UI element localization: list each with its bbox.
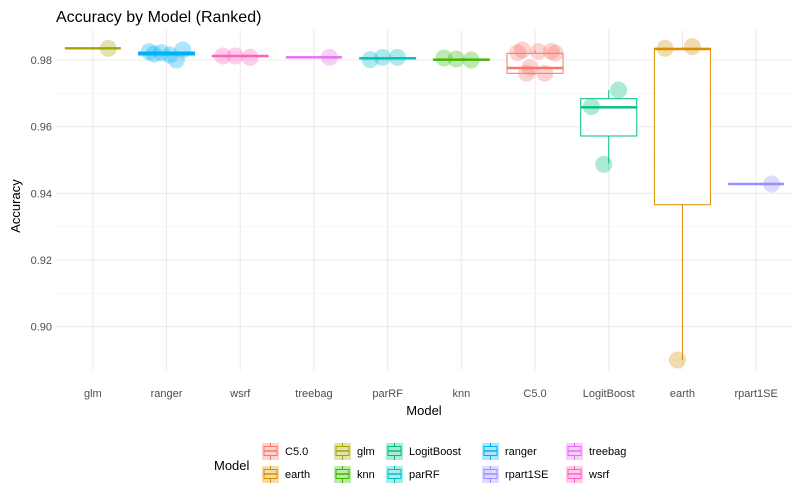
data-point-ranger xyxy=(140,43,158,61)
data-point-earth xyxy=(683,38,701,56)
data-point-wsrf xyxy=(226,47,244,65)
data-point-knn xyxy=(462,51,480,69)
legend-item-wsrf: wsrf xyxy=(566,466,610,483)
y-tick-label: 0.98 xyxy=(31,55,52,67)
jitter-points xyxy=(99,38,781,369)
data-point-C5.0 xyxy=(542,42,560,60)
chart-title: Accuracy by Model (Ranked) xyxy=(56,9,261,26)
legend-label: wsrf xyxy=(588,469,610,481)
x-tick-label: C5.0 xyxy=(523,388,546,400)
data-point-LogitBoost xyxy=(595,155,613,173)
data-point-C5.0 xyxy=(509,44,527,62)
x-tick-label: knn xyxy=(452,388,470,400)
data-point-parRF xyxy=(361,51,379,69)
data-point-wsrf xyxy=(214,47,232,65)
legend-label: knn xyxy=(357,469,375,481)
x-tick-label: rpart1SE xyxy=(734,388,777,400)
legend-item-knn: knn xyxy=(334,466,375,483)
x-tick-label: treebag xyxy=(295,388,332,400)
data-point-C5.0 xyxy=(546,44,564,62)
y-tick-label: 0.90 xyxy=(31,322,52,334)
legend-label: glm xyxy=(357,446,375,458)
legend-label: earth xyxy=(285,469,310,481)
y-tick-label: 0.96 xyxy=(31,122,52,134)
data-point-C5.0 xyxy=(536,64,554,82)
y-tick-label: 0.92 xyxy=(31,255,52,267)
x-axis-ticks: glm ranger wsrf treebag parRF knn C5.0 LogitBoo… xyxy=(84,388,778,400)
x-tick-label: earth xyxy=(670,388,695,400)
legend-label: rpart1SE xyxy=(505,469,548,481)
data-point-ranger xyxy=(145,45,163,63)
data-point-C5.0 xyxy=(521,58,539,76)
box-earth xyxy=(653,47,711,360)
data-point-knn xyxy=(447,50,465,68)
box-rect xyxy=(580,98,638,137)
legend-label: C5.0 xyxy=(285,446,308,458)
legend-item-C5.0: C5.0 xyxy=(262,443,308,460)
x-tick-label: wsrf xyxy=(229,388,251,400)
data-point-LogitBoost xyxy=(582,98,600,116)
box-knn xyxy=(432,58,490,61)
legend-label: parRF xyxy=(409,469,440,481)
x-tick-label: ranger xyxy=(151,388,183,400)
legend-item-treebag: treebag xyxy=(566,443,626,460)
data-point-knn xyxy=(435,49,453,67)
legend-item-parRF: parRF xyxy=(386,466,440,483)
data-point-ranger xyxy=(153,44,171,62)
legend: Model C5.0 earth glm knn LogitBoost parRF rang… xyxy=(214,443,626,483)
data-point-C5.0 xyxy=(513,41,531,59)
box-wsrf xyxy=(211,54,269,58)
x-tick-label: parRF xyxy=(372,388,403,400)
data-point-C5.0 xyxy=(518,64,536,82)
legend-item-glm: glm xyxy=(334,443,375,460)
data-point-glm xyxy=(99,39,117,57)
box-parRF xyxy=(359,57,417,60)
y-axis-ticks: 0.90 0.92 0.94 0.96 0.98 xyxy=(31,55,52,334)
legend-title: Model xyxy=(214,458,250,473)
box-C5.0 xyxy=(506,50,564,75)
legend-label: LogitBoost xyxy=(409,446,461,458)
y-tick-label: 0.94 xyxy=(31,188,52,200)
box-series xyxy=(64,47,785,360)
data-point-C5.0 xyxy=(529,43,547,61)
legend-label: treebag xyxy=(589,446,626,458)
legend-item-ranger: ranger xyxy=(482,443,537,460)
data-point-earth xyxy=(668,351,686,369)
legend-item-rpart1SE: rpart1SE xyxy=(482,466,548,483)
box-LogitBoost xyxy=(580,90,638,164)
box-rect xyxy=(653,47,711,206)
data-point-earth xyxy=(656,39,674,57)
x-tick-label: LogitBoost xyxy=(583,388,635,400)
legend-item-earth: earth xyxy=(262,466,310,483)
y-axis-title: Accuracy xyxy=(8,179,23,233)
data-point-rpart1SE xyxy=(763,175,781,193)
data-point-parRF xyxy=(374,48,392,66)
data-point-ranger xyxy=(174,41,192,59)
data-point-parRF xyxy=(388,48,406,66)
data-point-treebag xyxy=(320,48,338,66)
box-ranger xyxy=(138,50,196,56)
data-point-ranger xyxy=(167,51,185,69)
legend-item-LogitBoost: LogitBoost xyxy=(386,443,461,460)
x-axis-title: Model xyxy=(406,403,442,418)
data-point-LogitBoost xyxy=(610,81,628,99)
x-tick-label: glm xyxy=(84,388,102,400)
legend-label: ranger xyxy=(505,446,537,458)
data-point-wsrf xyxy=(241,48,259,66)
data-point-ranger xyxy=(161,46,179,64)
